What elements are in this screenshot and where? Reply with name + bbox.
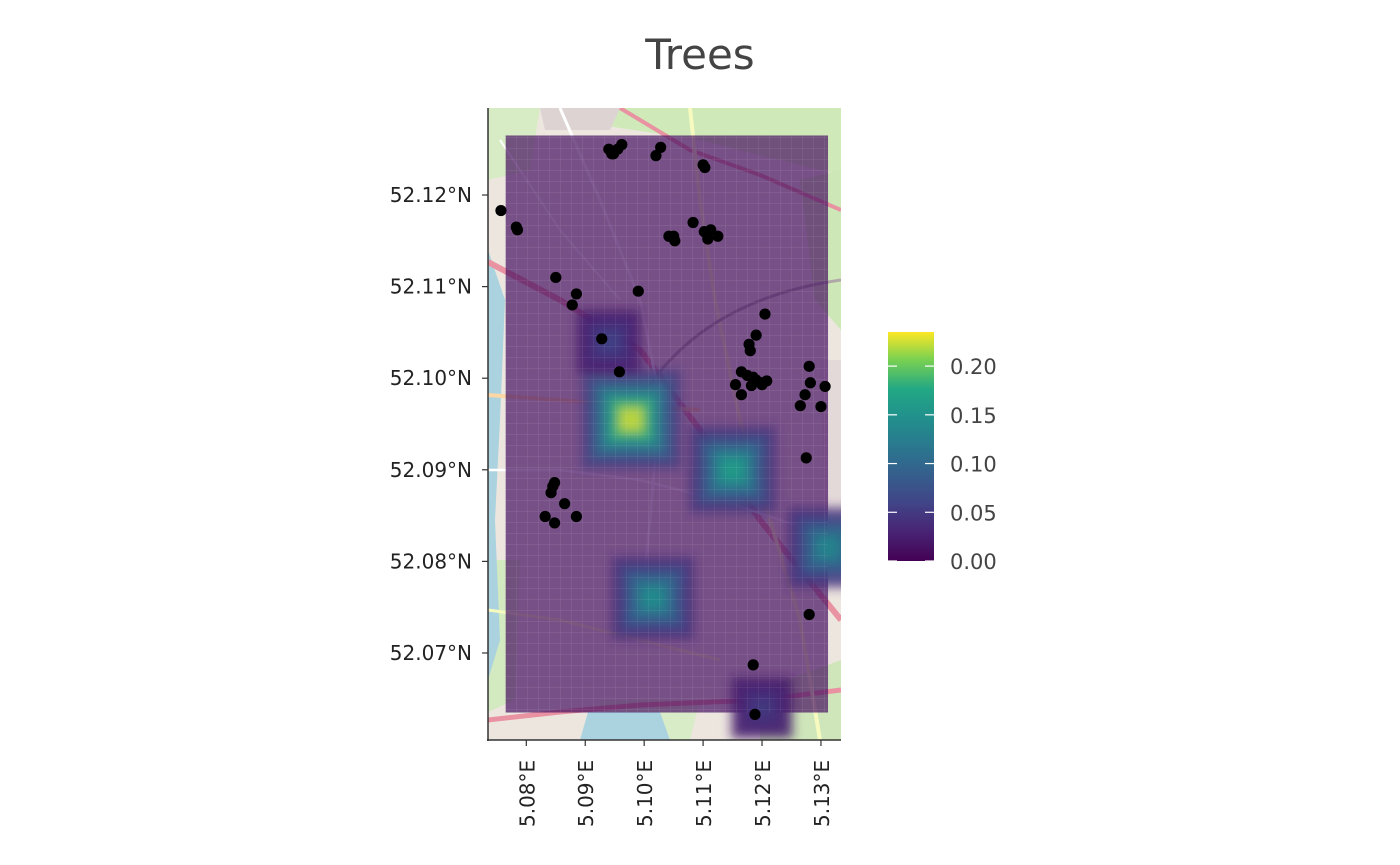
y-tick-label: 52.10°N — [390, 366, 472, 390]
y-tick-label: 52.09°N — [390, 458, 472, 482]
tree-point — [744, 345, 756, 357]
tree-point — [650, 150, 662, 162]
tree-point — [794, 400, 806, 412]
legend-colorbar — [888, 332, 934, 561]
tree-point — [495, 204, 507, 217]
tree-point — [570, 510, 582, 523]
tree-point — [550, 271, 562, 284]
x-tick-label: 5.08°E — [515, 760, 539, 827]
tree-point — [803, 360, 815, 372]
tree-points — [495, 139, 831, 720]
y-tick-label: 52.07°N — [390, 641, 472, 665]
tree-point — [747, 659, 759, 671]
tree-point — [800, 452, 812, 464]
tree-point — [511, 224, 524, 236]
legend-tick-label: 0.05 — [950, 501, 997, 525]
chart-title: Trees — [645, 30, 755, 79]
tree-point — [815, 400, 827, 413]
tree-point — [539, 510, 551, 523]
legend-tick-label: 0.15 — [950, 404, 997, 428]
tree-point — [699, 161, 711, 174]
tree-point — [548, 517, 561, 529]
x-tick-label: 5.10°E — [633, 760, 657, 827]
tree-point — [669, 235, 681, 247]
legend-tick-label: 0.20 — [950, 355, 997, 379]
x-tick-label: 5.12°E — [751, 760, 775, 827]
tree-point — [570, 288, 582, 300]
x-tick-label: 5.09°E — [574, 760, 598, 827]
y-tick-label: 52.12°N — [390, 183, 472, 207]
tree-point — [559, 498, 571, 510]
tree-point — [655, 141, 667, 153]
tree-point — [596, 333, 608, 345]
tree-point — [745, 379, 758, 392]
tree-point — [702, 233, 714, 245]
tree-point — [712, 230, 724, 242]
y-tick-label: 52.11°N — [390, 275, 472, 299]
tree-point — [819, 380, 831, 393]
x-tick-label: 5.13°E — [810, 760, 834, 827]
tree-point — [756, 379, 768, 391]
y-tick-label: 52.08°N — [390, 549, 472, 573]
color-legend: 0.20 0.15 0.10 0.05 0.00 — [888, 332, 997, 574]
tree-point — [749, 708, 761, 720]
tree-point — [613, 366, 626, 378]
tree-point — [799, 389, 811, 401]
tree-point — [750, 329, 762, 341]
tree-point — [735, 389, 748, 401]
tree-point — [545, 487, 557, 499]
y-axis-ticks: 52.12°N 52.11°N 52.10°N 52.09°N 52.08°N 52.07… — [390, 183, 488, 665]
legend-tick-label: 0.00 — [950, 550, 997, 574]
x-axis-ticks: 5.08°E 5.09°E 5.10°E 5.11°E 5.12°E 5.13°E — [515, 740, 834, 827]
tree-point — [803, 608, 815, 621]
tree-point — [804, 377, 816, 389]
tree-point — [759, 308, 771, 320]
legend-tick-label: 0.10 — [950, 453, 997, 477]
tree-point — [729, 379, 742, 391]
tree-point — [687, 216, 699, 229]
tree-point — [632, 285, 644, 297]
x-tick-label: 5.11°E — [692, 760, 716, 827]
tree-point — [607, 148, 620, 160]
tree-point — [566, 299, 578, 311]
raster-grid-overlay — [505, 135, 829, 713]
